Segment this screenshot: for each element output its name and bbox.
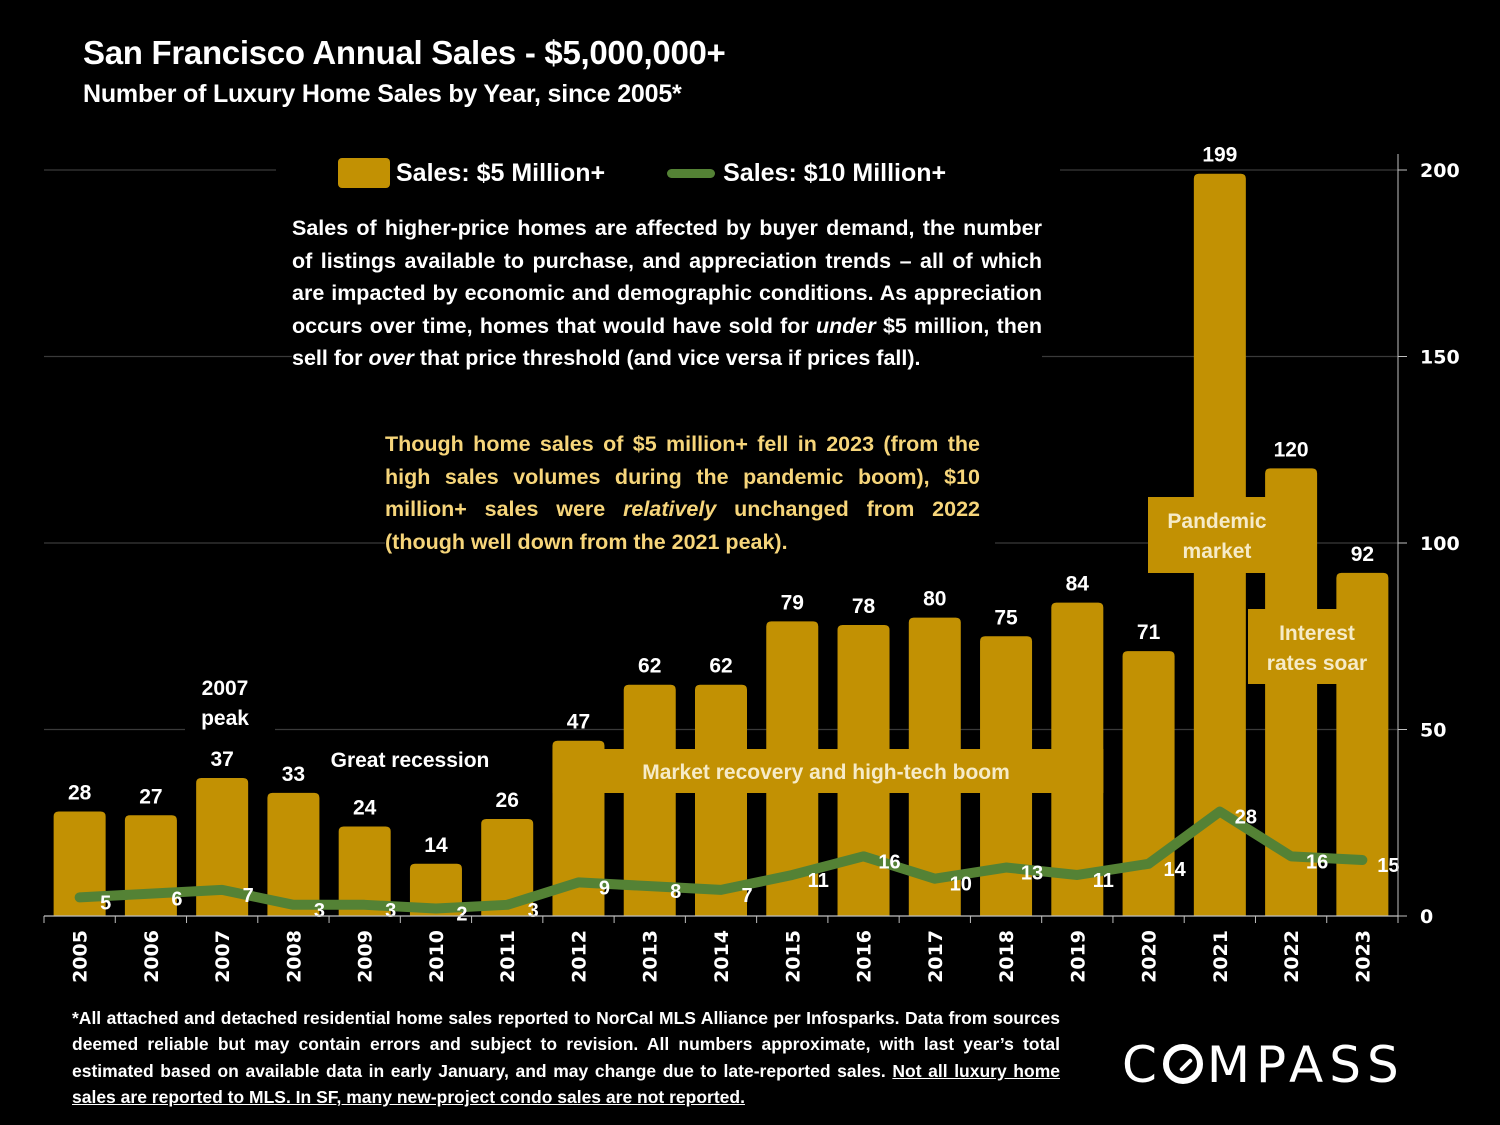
legend: Sales: $5 Million+ Sales: $10 Million+ xyxy=(338,158,946,188)
bar xyxy=(623,684,676,916)
bar-value-label: 27 xyxy=(139,785,162,808)
interest-annotation-box xyxy=(1248,609,1388,684)
x-tick-label: 2009 xyxy=(355,930,377,983)
bar-value-label: 80 xyxy=(923,588,946,611)
line-value-label: 16 xyxy=(878,851,900,873)
x-tick-label: 2023 xyxy=(1352,930,1374,983)
pandemic-annotation: Pandemic market xyxy=(1167,510,1267,563)
x-tick-label: 2021 xyxy=(1210,930,1232,983)
y-tick-label: 100 xyxy=(1420,533,1460,555)
bar xyxy=(267,792,320,916)
chart: Market recovery and high-tech boom Pandem… xyxy=(43,144,1460,983)
bar-value-label: 120 xyxy=(1274,438,1309,461)
line-value-label: 11 xyxy=(808,870,829,892)
legend-bar-swatch xyxy=(338,158,390,188)
bar-value-label: 26 xyxy=(496,789,519,812)
y-tick-label: 150 xyxy=(1420,347,1460,369)
x-tick-label: 2015 xyxy=(782,930,804,983)
bar xyxy=(338,826,391,916)
chart-title: San Francisco Annual Sales - $5,000,000+ xyxy=(83,34,726,71)
recovery-annotation-box xyxy=(552,749,1104,793)
line-value-label: 3 xyxy=(528,900,539,922)
great-recession-annotation: Great recession xyxy=(331,749,490,772)
bar-value-label: 33 xyxy=(282,763,305,786)
line-series xyxy=(74,806,1368,914)
x-tick-label: 2012 xyxy=(568,930,590,983)
line-value-label: 28 xyxy=(1235,807,1257,829)
bar-value-label: 79 xyxy=(781,591,804,614)
x-tick-label: 2020 xyxy=(1139,930,1161,983)
x-tick-label: 2018 xyxy=(996,930,1018,983)
line-value-label: 8 xyxy=(670,881,681,903)
x-tick-label: 2007 xyxy=(212,930,234,983)
commentary-text: Sales of higher-price homes are affected… xyxy=(292,212,1042,375)
y-tick-label: 0 xyxy=(1420,906,1433,928)
footnote-underlined: Not all luxury home sales are reported t… xyxy=(72,1060,1060,1107)
line-value-label: 3 xyxy=(385,900,396,922)
bar-value-label: 199 xyxy=(1202,144,1237,167)
axes: 0 50 100 150 200 2005 2006 2007 2008 2009 2010 2011… xyxy=(43,154,1460,983)
x-tick-label: 2019 xyxy=(1067,930,1089,983)
bar xyxy=(196,777,249,916)
y-tick-label: 200 xyxy=(1420,160,1460,182)
legend-line-swatch xyxy=(667,168,716,178)
bar xyxy=(53,811,106,916)
x-tick-label: 2013 xyxy=(640,930,662,983)
chart-subtitle: Number of Luxury Home Sales by Year, sin… xyxy=(83,80,682,108)
annotations: Market recovery and high-tech boom Pandem… xyxy=(185,497,1388,793)
line-value-label: 13 xyxy=(1021,863,1043,885)
bar-value-label: 78 xyxy=(852,595,876,618)
footnote: *All attached and detached residential h… xyxy=(72,1005,1060,1110)
bar-value-label: 71 xyxy=(1137,621,1161,644)
line-value-label: 6 xyxy=(171,889,182,911)
pandemic-annotation-box xyxy=(1148,497,1286,573)
legend-line-label: Sales: $10 Million+ xyxy=(723,158,947,187)
x-tick-label: 2005 xyxy=(70,930,92,983)
bar-value-label: 92 xyxy=(1351,543,1374,566)
line-value-label: 9 xyxy=(599,877,610,899)
commentary-highlight-text: Though home sales of $5 million+ fell in… xyxy=(385,428,995,558)
bar-value-label: 28 xyxy=(68,782,92,805)
bar xyxy=(1265,468,1318,916)
bar-value-label: 47 xyxy=(567,711,590,734)
line-value-label: 16 xyxy=(1306,851,1328,873)
x-tick-label: 2008 xyxy=(283,930,305,983)
bar-value-label: 14 xyxy=(424,834,448,857)
line-value-label: 11 xyxy=(1093,870,1114,892)
x-tick-label: 2006 xyxy=(141,930,163,983)
bar xyxy=(124,815,177,916)
line-value-label: 2 xyxy=(456,904,467,926)
bar-value-label: 62 xyxy=(709,655,732,678)
footnote-text: *All attached and detached residential h… xyxy=(72,1008,1060,1081)
legend-bar-label: Sales: $5 Million+ xyxy=(396,158,606,187)
x-tick-label: 2016 xyxy=(854,930,876,983)
line-value-label: 7 xyxy=(741,885,752,907)
y-tick-label: 50 xyxy=(1420,720,1446,742)
line-value-label: 10 xyxy=(950,874,972,896)
line-value-label: 7 xyxy=(243,885,254,907)
bar-value-label: 75 xyxy=(994,606,1018,629)
x-tick-label: 2010 xyxy=(426,930,448,983)
line-value-label: 14 xyxy=(1163,859,1186,881)
bar-value-label: 62 xyxy=(638,655,661,678)
line-value-label: 3 xyxy=(314,900,325,922)
bar-value-label: 84 xyxy=(1066,573,1090,596)
compass-logo: C MPASS xyxy=(1122,1036,1405,1094)
peak-2007-annotation: 2007 peak xyxy=(201,677,249,730)
bar xyxy=(481,819,534,916)
bar xyxy=(695,684,747,916)
x-tick-label: 2011 xyxy=(497,930,519,983)
bar-value-label: 37 xyxy=(210,748,233,771)
line-value-label: 15 xyxy=(1377,855,1399,877)
x-tick-label: 2022 xyxy=(1281,930,1303,983)
line-value-label: 5 xyxy=(100,892,111,914)
x-tick-label: 2017 xyxy=(925,930,947,983)
recovery-annotation: Market recovery and high-tech boom xyxy=(642,761,1010,784)
bar-value-label: 24 xyxy=(353,796,377,819)
x-tick-label: 2014 xyxy=(711,930,733,983)
interest-annotation: Interest rates soar xyxy=(1267,622,1367,675)
compass-o-icon xyxy=(1162,1044,1203,1084)
peak-annotation-background xyxy=(185,668,275,738)
